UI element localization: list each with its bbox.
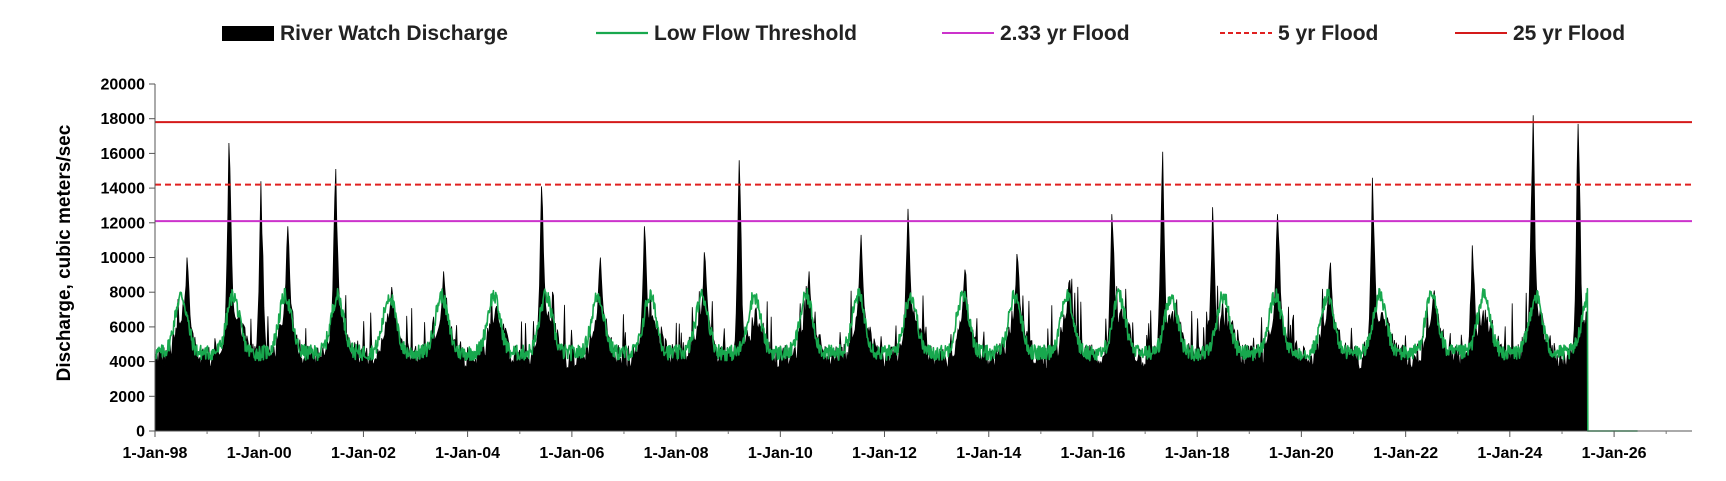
x-tick-label: 1-Jan-14 [956, 445, 1021, 462]
x-tick-label: 1-Jan-24 [1477, 445, 1542, 462]
legend-label-river-watch-discharge: River Watch Discharge [280, 22, 508, 45]
y-tick-label: 20000 [101, 77, 146, 94]
legend: River Watch Discharge Low Flow Threshold… [222, 22, 1625, 45]
low-flow-series [154, 287, 1638, 432]
x-tick-label: 1-Jan-98 [123, 445, 188, 462]
x-tick-label: 1-Jan-18 [1165, 445, 1230, 462]
y-axis-title: Discharge, cubic meters/sec [54, 124, 75, 381]
y-tick-label: 14000 [101, 181, 146, 198]
flood-lines [155, 121, 1692, 223]
y-tick-label: 12000 [101, 215, 146, 232]
y-tick-label: 2000 [109, 389, 145, 406]
discharge-area [154, 115, 1589, 432]
y-tick-label: 8000 [109, 285, 145, 302]
discharge-series [154, 115, 1589, 432]
y-tick-label: 6000 [109, 319, 145, 336]
low-flow-line [154, 287, 1638, 432]
legend-item-river-watch-discharge: River Watch Discharge [222, 22, 508, 45]
y-tick-label: 18000 [101, 111, 146, 128]
y-tick-label: 4000 [109, 354, 145, 371]
x-tick-labels: 1-Jan-98 1-Jan-00 1-Jan-02 1-Jan-04 1-Jan-06… [123, 445, 1647, 462]
legend-label-25-yr-flood: 25 yr Flood [1513, 22, 1625, 45]
legend-label-2-33-yr-flood: 2.33 yr Flood [1000, 22, 1130, 45]
x-tick-label: 1-Jan-08 [644, 445, 709, 462]
x-tick-label: 1-Jan-22 [1373, 445, 1438, 462]
axes [149, 83, 1692, 437]
legend-swatch-river-watch-discharge [222, 26, 274, 41]
legend-item-5-yr-flood: 5 yr Flood [1220, 22, 1378, 45]
legend-label-low-flow-threshold: Low Flow Threshold [654, 22, 857, 45]
x-tick-label: 1-Jan-16 [1060, 445, 1125, 462]
x-tick-label: 1-Jan-26 [1582, 445, 1647, 462]
legend-item-2-33-yr-flood: 2.33 yr Flood [942, 22, 1130, 45]
x-tick-label: 1-Jan-06 [539, 445, 604, 462]
x-tick-label: 1-Jan-12 [852, 445, 917, 462]
legend-item-25-yr-flood: 25 yr Flood [1455, 22, 1625, 45]
y-tick-label: 0 [136, 424, 145, 441]
x-tick-label: 1-Jan-00 [227, 445, 292, 462]
y-tick-label: 16000 [101, 146, 146, 163]
y-tick-label: 10000 [101, 250, 146, 267]
x-tick-label: 1-Jan-04 [435, 445, 500, 462]
x-tick-label: 1-Jan-10 [748, 445, 813, 462]
x-tick-label: 1-Jan-20 [1269, 445, 1334, 462]
legend-item-low-flow-threshold: Low Flow Threshold [596, 22, 857, 45]
legend-label-5-yr-flood: 5 yr Flood [1278, 22, 1378, 45]
y-tick-labels: 0 2000 4000 6000 8000 10000 12000 14000 16000 180… [101, 77, 146, 441]
x-tick-label: 1-Jan-02 [331, 445, 396, 462]
